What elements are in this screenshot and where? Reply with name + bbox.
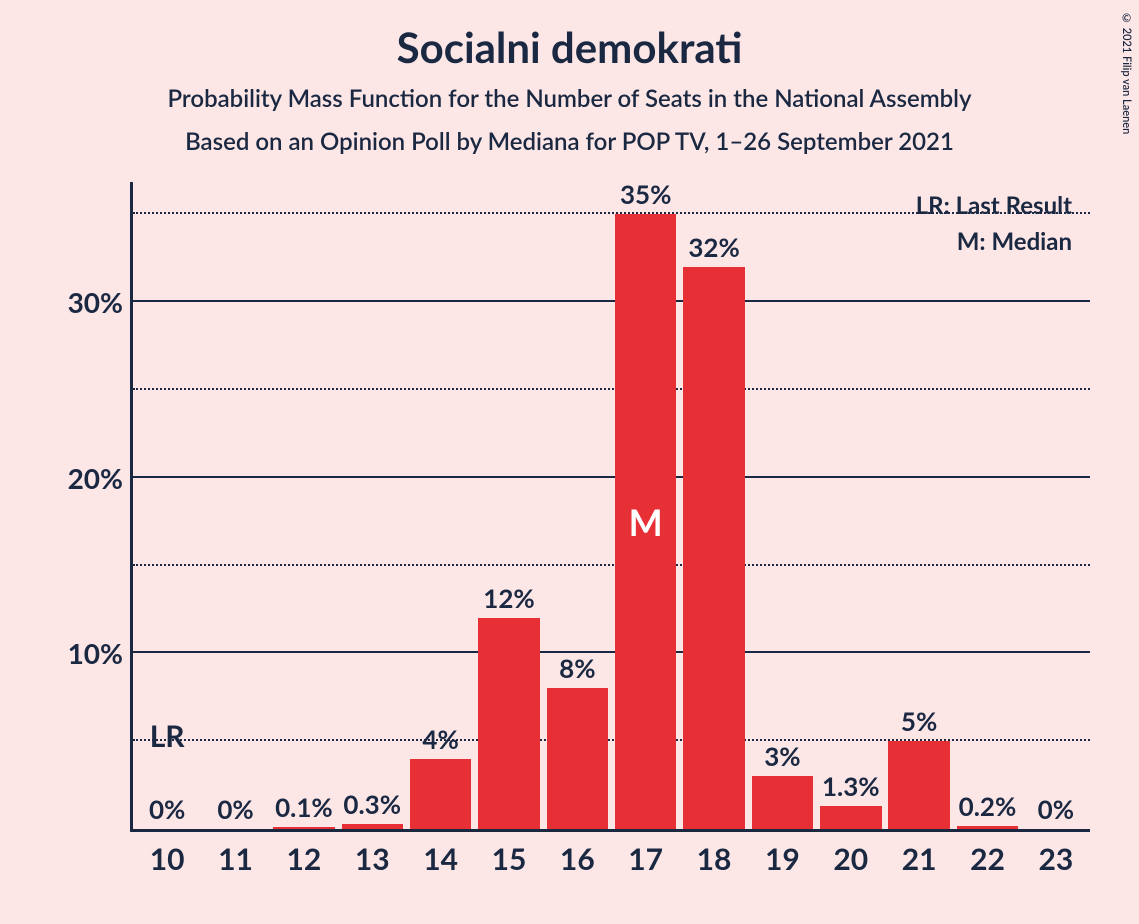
- bar-slot: 4%: [406, 182, 474, 829]
- bar-slot: 1.3%: [817, 182, 885, 829]
- copyright-text: © 2021 Filip van Laenen: [1120, 12, 1133, 134]
- x-tick-label: 15: [475, 841, 543, 877]
- x-tick-label: 21: [885, 841, 953, 877]
- bar-slot: 3%: [748, 182, 816, 829]
- bar-value-label: 35%: [620, 178, 671, 214]
- bar-value-label: 0%: [1038, 793, 1074, 829]
- y-tick-label: 10%: [68, 636, 133, 670]
- bar-value-label: 0.1%: [275, 791, 333, 827]
- y-tick-label: 30%: [68, 285, 133, 319]
- bar-slot: 0.1%: [270, 182, 338, 829]
- bar-value-label: 1.3%: [822, 770, 880, 806]
- bar-slot: 0% LR: [133, 182, 201, 829]
- bar-slot: 5%: [885, 182, 953, 829]
- x-tick-label: 14: [406, 841, 474, 877]
- median-marker: M: [615, 500, 677, 544]
- bar-value-label: 0.3%: [343, 788, 401, 824]
- x-tick-label: 18: [680, 841, 748, 877]
- bar-slot: 32%: [680, 182, 748, 829]
- chart-container: LR: Last Result M: Median 10%20%30% 0%LR…: [40, 182, 1100, 882]
- bar-value-label: 0.2%: [959, 790, 1017, 826]
- bar: 3%: [752, 776, 814, 829]
- chart-title: Socialni demokrati: [0, 0, 1139, 72]
- x-tick-label: 19: [748, 841, 816, 877]
- bar-value-label: 8%: [559, 652, 595, 688]
- bar-value-label: 0%: [149, 793, 185, 829]
- bar: 5%: [888, 741, 950, 829]
- bars-group: 0%LR0%0.1%0.3%4%12%8%35%M32%3%1.3%5%0.2%…: [133, 182, 1090, 829]
- x-tick-label: 11: [201, 841, 269, 877]
- chart-subtitle-2: Based on an Opinion Poll by Mediana for …: [0, 127, 1139, 156]
- x-tick-label: 12: [270, 841, 338, 877]
- bar-slot: 0.3%: [338, 182, 406, 829]
- x-tick-label: 17: [612, 841, 680, 877]
- bar-value-label: 0%: [217, 793, 253, 829]
- bar: 4%: [410, 759, 472, 829]
- bar: 8%: [547, 688, 609, 829]
- bar-slot: 12%: [475, 182, 543, 829]
- plot-area: LR: Last Result M: Median 10%20%30% 0%LR…: [130, 182, 1090, 832]
- x-tick-label: 13: [338, 841, 406, 877]
- bar-slot: 0%: [201, 182, 269, 829]
- x-tick-label: 16: [543, 841, 611, 877]
- bar-slot: 0.2%: [953, 182, 1021, 829]
- y-tick-label: 20%: [68, 461, 133, 495]
- x-tick-label: 23: [1022, 841, 1090, 877]
- x-tick-label: 22: [953, 841, 1021, 877]
- bar-value-label: 32%: [688, 231, 739, 267]
- bar-slot: 0%: [1022, 182, 1090, 829]
- x-tick-label: 10: [133, 841, 201, 877]
- bar: 32%: [683, 267, 745, 829]
- bar-value-label: 3%: [764, 740, 800, 776]
- bar-value-label: 12%: [483, 582, 534, 618]
- bar-value-label: 5%: [901, 705, 937, 741]
- bar-slot: 35%M: [612, 182, 680, 829]
- x-tick-label: 20: [817, 841, 885, 877]
- bar-value-label: 4%: [422, 723, 458, 759]
- bar: 35%M: [615, 214, 677, 829]
- last-result-marker: LR: [150, 718, 185, 754]
- bar: 12%: [478, 618, 540, 829]
- chart-subtitle-1: Probability Mass Function for the Number…: [0, 84, 1139, 113]
- bar: 1.3%: [820, 806, 882, 829]
- bar-slot: 8%: [543, 182, 611, 829]
- x-axis-labels: 1011121314151617181920212223: [133, 829, 1090, 877]
